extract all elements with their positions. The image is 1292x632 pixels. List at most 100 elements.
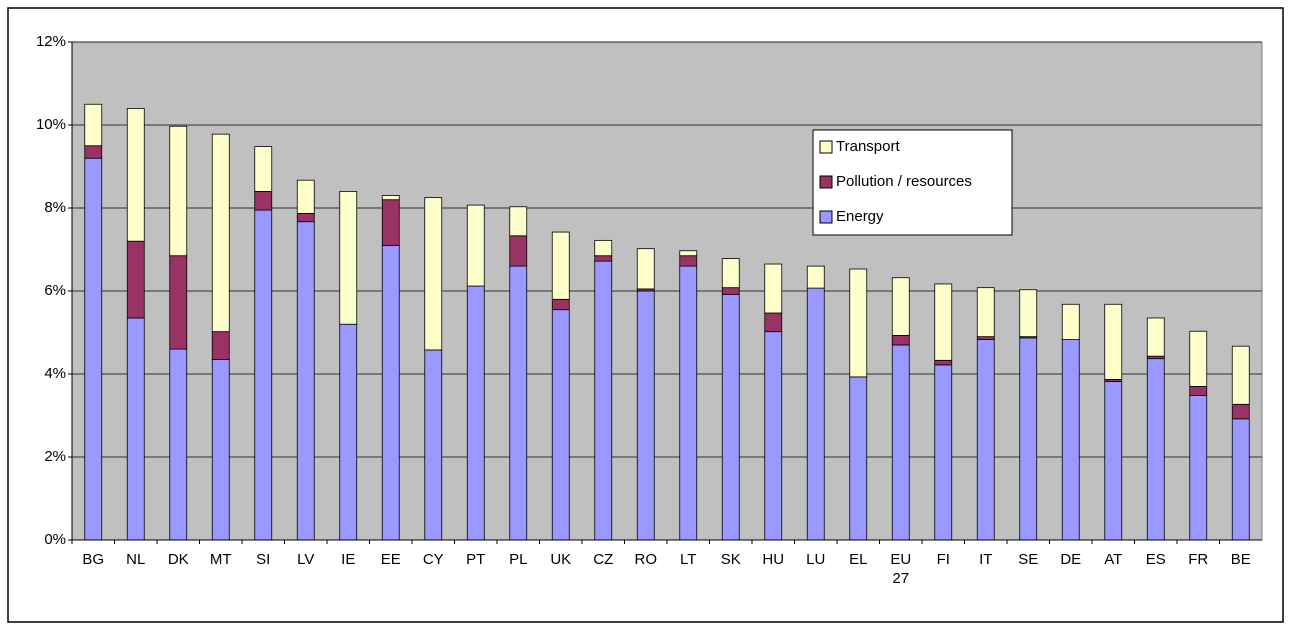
bar-segment <box>339 323 358 541</box>
x-tick-label: AT <box>1104 551 1123 568</box>
bar-segment <box>424 197 443 351</box>
x-tick-label: IT <box>979 551 993 568</box>
bar-segment <box>381 199 400 246</box>
bar-segment <box>721 258 740 289</box>
y-tick-label: 2% <box>44 448 66 465</box>
bar-segment <box>254 209 273 541</box>
bar-segment <box>891 344 910 541</box>
y-tick-label: 10% <box>36 116 66 133</box>
bar-segment <box>1019 337 1038 541</box>
bar-segment <box>806 265 825 289</box>
x-tick-label: SK <box>720 551 741 568</box>
x-tick-label: FI <box>936 551 950 568</box>
x-tick-label: PL <box>509 551 528 568</box>
bar-segment <box>296 179 315 214</box>
bar-segment <box>254 190 273 211</box>
x-tick-label: SI <box>256 551 271 568</box>
x-tick-label: LT <box>680 551 697 568</box>
bar-segment <box>551 231 570 300</box>
y-tick-label: 8% <box>44 199 66 216</box>
bar-segment <box>1104 381 1123 541</box>
x-tick-label: PT <box>466 551 486 568</box>
bar-segment <box>381 244 400 541</box>
legend-label: Pollution / resources <box>836 173 972 190</box>
x-tick-label: EU 27 <box>890 551 912 587</box>
x-tick-label: CY <box>422 551 444 568</box>
bar-segment <box>169 255 188 350</box>
bar-segment <box>594 260 613 541</box>
bar-segment <box>849 268 868 378</box>
bar-segment <box>1231 403 1250 420</box>
bar-segment <box>296 212 315 223</box>
legend-box <box>812 129 1013 236</box>
bar-segment <box>339 190 358 325</box>
legend-label: Transport <box>836 138 900 155</box>
bar-segment <box>1231 345 1250 405</box>
bar-segment <box>891 335 910 346</box>
bar-segment <box>126 317 145 541</box>
bar-segment <box>84 103 103 147</box>
x-tick-label: MT <box>209 551 232 568</box>
bar-segment <box>466 204 485 287</box>
bar-segment <box>169 125 188 257</box>
bar-segment <box>1189 330 1208 387</box>
y-tick-label: 0% <box>44 531 66 548</box>
x-tick-label: UK <box>550 551 572 568</box>
x-tick-label: NL <box>126 551 146 568</box>
bar-segment <box>1189 386 1208 396</box>
bar-segment <box>976 287 995 338</box>
bar-segment <box>509 235 528 267</box>
x-tick-label: BE <box>1230 551 1251 568</box>
bar-segment <box>594 239 613 257</box>
bar-segment <box>976 336 995 340</box>
x-tick-label: LV <box>297 551 315 568</box>
bar-segment <box>1146 317 1165 357</box>
bar-segment <box>1146 358 1165 541</box>
y-tick-label: 6% <box>44 282 66 299</box>
y-tick-label: 12% <box>36 33 66 50</box>
bar-segment <box>721 287 740 295</box>
x-tick-label: ES <box>1145 551 1166 568</box>
x-tick-label: BG <box>82 551 105 568</box>
bar-segment <box>1061 303 1080 340</box>
x-tick-label: EL <box>849 551 868 568</box>
bar-segment <box>764 263 783 314</box>
bar-segment <box>679 250 698 257</box>
bar-segment <box>211 133 230 333</box>
bar-segment <box>976 339 995 541</box>
bar-segment <box>636 290 655 541</box>
bar-segment <box>1231 418 1250 541</box>
bar-segment <box>254 146 273 192</box>
bar-segment <box>764 331 783 541</box>
bar-segment <box>1104 303 1123 380</box>
x-tick-label: DE <box>1060 551 1082 568</box>
bar-segment <box>126 240 145 319</box>
bar-segment <box>636 248 655 290</box>
legend-swatch <box>819 175 833 189</box>
bar-segment <box>1019 289 1038 338</box>
x-tick-label: LU <box>806 551 826 568</box>
x-tick-label: SE <box>1018 551 1039 568</box>
bar-segment <box>296 221 315 541</box>
x-tick-label: EE <box>380 551 401 568</box>
bar-segment <box>1189 395 1208 541</box>
bar-segment <box>551 309 570 541</box>
bar-segment <box>211 359 230 541</box>
bar-segment <box>424 349 443 541</box>
bar-segment <box>764 312 783 333</box>
bar-segment <box>381 195 400 201</box>
bar-segment <box>721 293 740 541</box>
bar-segment <box>934 283 953 361</box>
bar-segment <box>891 277 910 336</box>
bar-segment <box>169 348 188 541</box>
bar-segment <box>806 287 825 541</box>
bar-segment <box>551 298 570 311</box>
x-tick-label: IE <box>341 551 356 568</box>
x-tick-label: DK <box>167 551 189 568</box>
y-tick-label: 4% <box>44 365 66 382</box>
x-tick-label: FR <box>1188 551 1209 568</box>
bar-segment <box>934 359 953 366</box>
legend-swatch <box>819 140 833 154</box>
